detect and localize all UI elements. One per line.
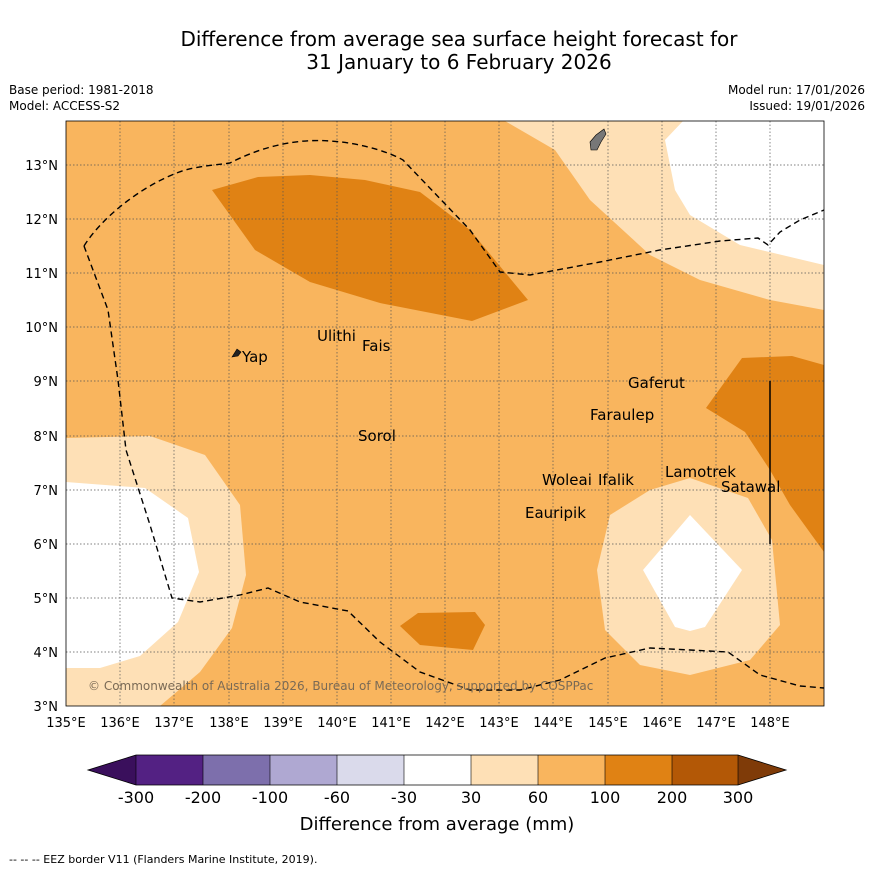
- colorbar-labels: -300 -200 -100 -60 -30 30 60 100 200 300: [118, 788, 753, 807]
- lat-axis: 13°N 12°N 11°N 10°N 9°N 8°N 7°N 6°N 5°N …: [25, 159, 58, 715]
- island-label: Eauripik: [525, 504, 586, 522]
- eez-border-south: [83, 245, 824, 691]
- colorbar-label: -100: [252, 788, 288, 807]
- lat-tick: 5°N: [34, 592, 59, 607]
- field-neutral-upper: [665, 121, 824, 265]
- colorbar-label: 30: [461, 788, 481, 807]
- map-frame: [65, 120, 825, 707]
- island-label: Faraulep: [590, 406, 654, 424]
- lat-tick: 9°N: [34, 375, 59, 390]
- lat-tick: 4°N: [34, 646, 59, 661]
- island-label: Ulithi: [317, 327, 356, 345]
- colorbar-segment: [404, 755, 471, 785]
- colorbar-label: 60: [528, 788, 548, 807]
- lon-axis: 135°E 136°E 137°E 138°E 139°E 140°E 141°…: [46, 716, 790, 731]
- colorbar-dividers: [135, 755, 739, 785]
- graticule: [66, 121, 824, 706]
- colorbar: -300 -200 -100 -60 -30 30 60 100 200 300…: [86, 754, 788, 835]
- lon-tick: 146°E: [642, 716, 682, 731]
- lon-tick: 148°E: [750, 716, 790, 731]
- island-labels: Yap Ulithi Fais Sorol Gaferut Faraulep W…: [241, 327, 780, 522]
- copyright-notice: © Commonwealth of Australia 2026, Bureau…: [88, 679, 593, 693]
- lon-tick: 144°E: [533, 716, 573, 731]
- model-name: Model: ACCESS-S2: [9, 99, 121, 113]
- field-100-200-upper: [212, 175, 528, 321]
- lon-tick: 139°E: [263, 716, 303, 731]
- colorbar-segment: [270, 755, 337, 785]
- meta-left: Base period: 1981-2018 Model: ACCESS-S2: [9, 82, 154, 114]
- title-line-2: 31 January to 6 February 2026: [306, 50, 612, 74]
- colorbar-segment: [471, 755, 538, 785]
- title-line-1: Difference from average sea surface heig…: [180, 27, 738, 51]
- lat-tick: 8°N: [34, 430, 59, 445]
- colorbar-segment: [538, 755, 605, 785]
- yap-land: [231, 348, 242, 358]
- colorbar-label: -200: [185, 788, 221, 807]
- colorbar-segment: [136, 755, 203, 785]
- island-label: Satawal: [721, 478, 780, 496]
- island-label: Fais: [362, 337, 391, 355]
- guam-land: [589, 128, 607, 151]
- colorbar-segment: [605, 755, 672, 785]
- island-label: Sorol: [358, 427, 396, 445]
- colorbar-segment: [337, 755, 404, 785]
- lat-tick: 10°N: [25, 321, 58, 336]
- lat-tick: 7°N: [34, 484, 59, 499]
- colorbar-label: 300: [723, 788, 754, 807]
- colorbar-segment: [738, 755, 786, 785]
- colorbar-label: 200: [657, 788, 688, 807]
- island-label: Yap: [241, 348, 268, 366]
- base-period: Base period: 1981-2018: [9, 83, 154, 97]
- colorbar-segment: [203, 755, 270, 785]
- lon-tick: 141°E: [371, 716, 411, 731]
- lon-tick: 140°E: [317, 716, 357, 731]
- lat-tick: 6°N: [34, 538, 59, 553]
- colorbar-segment: [672, 755, 738, 785]
- lat-tick: 12°N: [25, 213, 58, 228]
- colorbar-title: Difference from average (mm): [300, 814, 575, 835]
- map-title: Difference from average sea surface heig…: [0, 28, 873, 74]
- lat-tick: 11°N: [25, 267, 58, 282]
- colorbar-segment: [88, 755, 136, 785]
- field-100-200-east: [706, 356, 824, 552]
- island-label: Lamotrek: [665, 463, 736, 481]
- lon-tick: 137°E: [154, 716, 194, 731]
- eez-legend-note: -- -- -- EEZ border V11 (Flanders Marine…: [9, 853, 318, 866]
- meta-right: Model run: 17/01/2026 Issued: 19/01/2026: [728, 82, 865, 114]
- lat-tick: 13°N: [25, 159, 58, 174]
- eez-border-north: [83, 139, 824, 276]
- lon-tick: 142°E: [425, 716, 465, 731]
- model-run: Model run: 17/01/2026: [727, 83, 865, 97]
- island-label: Gaferut: [628, 374, 685, 392]
- lon-tick: 147°E: [696, 716, 736, 731]
- lon-tick: 143°E: [479, 716, 519, 731]
- colorbar-label: -60: [324, 788, 350, 807]
- map-area: Yap Ulithi Fais Sorol Gaferut Faraulep W…: [66, 121, 824, 706]
- island-label: Woleai: [542, 471, 592, 489]
- colorbar-label: 100: [590, 788, 621, 807]
- colorbar-label: -30: [391, 788, 417, 807]
- lat-tick: 3°N: [34, 700, 59, 715]
- lon-tick: 135°E: [46, 716, 86, 731]
- colorbar-label: -300: [118, 788, 154, 807]
- field-100-200-south: [400, 612, 485, 650]
- field-neutral-west: [66, 482, 199, 668]
- lon-tick: 145°E: [588, 716, 628, 731]
- island-label: Ifalik: [598, 471, 634, 489]
- issued-date: Issued: 19/01/2026: [749, 99, 865, 113]
- lon-tick: 138°E: [209, 716, 249, 731]
- lon-tick: 136°E: [100, 716, 140, 731]
